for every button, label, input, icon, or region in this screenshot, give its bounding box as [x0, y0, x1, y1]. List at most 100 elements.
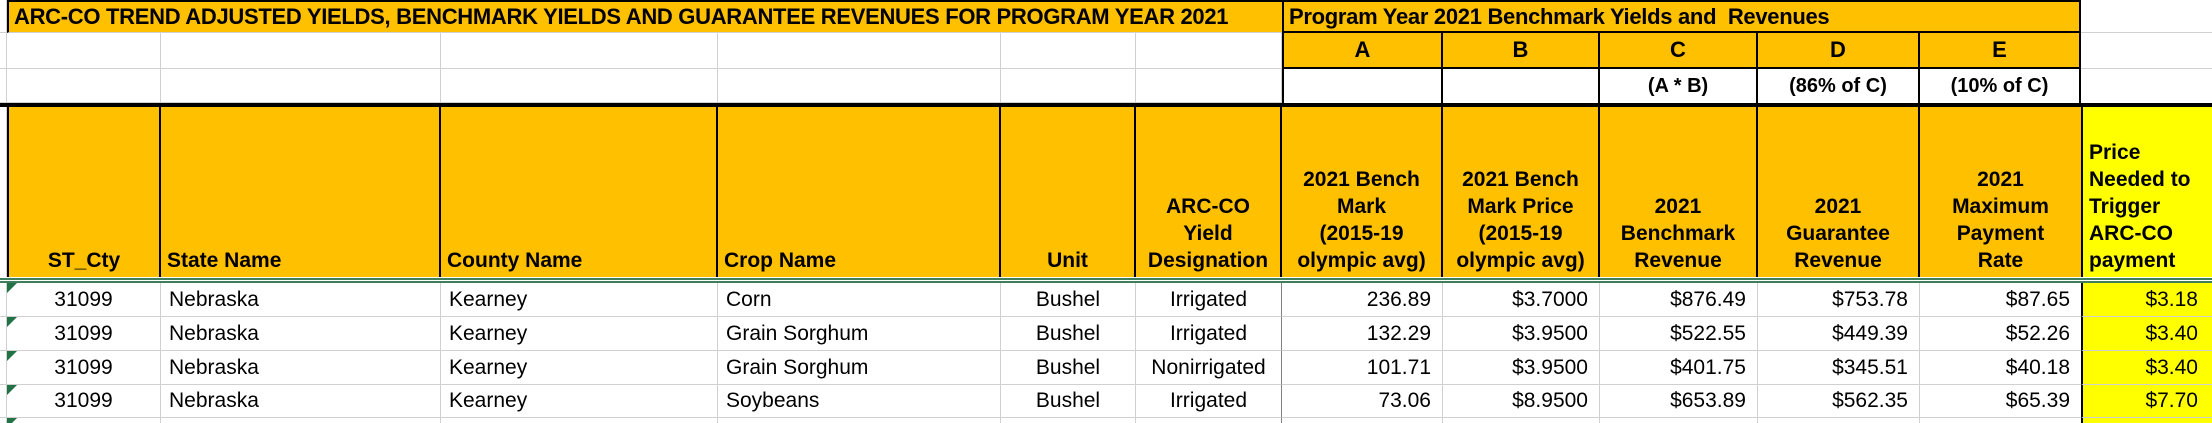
cell-benchmark-price[interactable]: $3.7000	[1443, 283, 1600, 317]
cell-guarantee-revenue[interactable]: $753.78	[1758, 283, 1920, 317]
cell-partial[interactable]	[1443, 418, 1600, 423]
formula-cell-b[interactable]	[1443, 69, 1600, 103]
cell-guarantee-revenue[interactable]: $449.39	[1758, 317, 1920, 351]
cell-crop-name[interactable]: Soybeans	[718, 385, 1001, 418]
corner-empty-cell[interactable]	[2081, 0, 2212, 33]
cell-partial[interactable]	[1136, 418, 1282, 423]
empty-cell[interactable]	[441, 69, 718, 103]
cell-price-needed[interactable]: $3.40	[2081, 317, 2212, 351]
cell-county-name[interactable]: Kearney	[441, 385, 718, 418]
title-main[interactable]: ARC-CO TREND ADJUSTED YIELDS, BENCHMARK …	[7, 0, 1282, 33]
cell-benchmark-revenue[interactable]: $876.49	[1600, 283, 1758, 317]
cell-price-needed[interactable]: $3.40	[2081, 351, 2212, 385]
cell-county-name[interactable]: Kearney	[441, 317, 718, 351]
cell-county-name[interactable]: Kearney	[441, 283, 718, 317]
cell-st-cty[interactable]: 31099	[7, 351, 161, 385]
header-county-name[interactable]: County Name	[441, 107, 718, 277]
cell-partial[interactable]	[1001, 418, 1136, 423]
cell-designation[interactable]: Irrigated	[1136, 385, 1282, 418]
formula-guarantee-revenue[interactable]: (86% of C)	[1758, 69, 1920, 103]
empty-cell[interactable]	[441, 33, 718, 69]
header-unit[interactable]: Unit	[1001, 107, 1136, 277]
cell-max-payment-rate[interactable]: $52.26	[1920, 317, 2081, 351]
empty-cell[interactable]	[1136, 33, 1282, 69]
cell-partial[interactable]	[1920, 418, 2081, 423]
cell-st-cty-partial[interactable]	[7, 418, 161, 423]
cell-state-name[interactable]: Nebraska	[161, 351, 441, 385]
empty-cell[interactable]	[718, 69, 1001, 103]
cell-unit[interactable]: Bushel	[1001, 385, 1136, 418]
cell-partial[interactable]	[718, 418, 1001, 423]
header-arc-co-yield-designation[interactable]: ARC-CO Yield Designation	[1136, 107, 1282, 277]
formula-max-payment[interactable]: (10% of C)	[1920, 69, 2081, 103]
cell-crop-name[interactable]: Grain Sorghum	[718, 351, 1001, 385]
cell-partial[interactable]	[161, 418, 441, 423]
cell-county-name[interactable]: Kearney	[441, 351, 718, 385]
cell-st-cty[interactable]: 31099	[7, 385, 161, 418]
empty-cell[interactable]	[7, 33, 161, 69]
cell-partial[interactable]	[441, 418, 718, 423]
cell-benchmark-price[interactable]: $8.9500	[1443, 385, 1600, 418]
column-letter-c[interactable]: C	[1600, 33, 1758, 69]
empty-cell[interactable]	[2081, 69, 2212, 103]
cell-partial[interactable]	[1758, 418, 1920, 423]
cell-max-payment-rate[interactable]: $40.18	[1920, 351, 2081, 385]
header-guarantee-revenue[interactable]: 2021 Guarantee Revenue	[1758, 107, 1920, 277]
empty-cell[interactable]	[2081, 33, 2212, 69]
header-st-cty[interactable]: ST_Cty	[7, 107, 161, 277]
empty-cell[interactable]	[1136, 69, 1282, 103]
cell-crop-name[interactable]: Corn	[718, 283, 1001, 317]
cell-price-needed[interactable]: $3.18	[2081, 283, 2212, 317]
cell-max-payment-rate[interactable]: $65.39	[1920, 385, 2081, 418]
cell-state-name[interactable]: Nebraska	[161, 317, 441, 351]
cell-benchmark-yield[interactable]: 101.71	[1282, 351, 1443, 385]
cell-guarantee-revenue[interactable]: $345.51	[1758, 351, 1920, 385]
cell-st-cty[interactable]: 31099	[7, 283, 161, 317]
empty-cell[interactable]	[161, 33, 441, 69]
cell-benchmark-revenue[interactable]: $401.75	[1600, 351, 1758, 385]
cell-partial[interactable]	[1282, 418, 1443, 423]
empty-cell[interactable]	[718, 33, 1001, 69]
cell-unit[interactable]: Bushel	[1001, 317, 1136, 351]
column-letter-d[interactable]: D	[1758, 33, 1920, 69]
cell-benchmark-revenue[interactable]: $653.89	[1600, 385, 1758, 418]
formula-cell-a[interactable]	[1282, 69, 1443, 103]
cell-benchmark-price[interactable]: $3.9500	[1443, 351, 1600, 385]
empty-cell[interactable]	[161, 69, 441, 103]
header-price-needed[interactable]: Price Needed to Trigger ARC-CO payment	[2081, 107, 2212, 277]
column-letter-a[interactable]: A	[1282, 33, 1443, 69]
cell-benchmark-yield[interactable]: 236.89	[1282, 283, 1443, 317]
empty-cell[interactable]	[7, 69, 161, 103]
cell-benchmark-price[interactable]: $3.9500	[1443, 317, 1600, 351]
header-crop-name[interactable]: Crop Name	[718, 107, 1001, 277]
cell-guarantee-revenue[interactable]: $562.35	[1758, 385, 1920, 418]
cell-state-name[interactable]: Nebraska	[161, 283, 441, 317]
cell-price-needed[interactable]: $7.70	[2081, 385, 2212, 418]
cell-benchmark-yield[interactable]: 73.06	[1282, 385, 1443, 418]
column-letter-e[interactable]: E	[1920, 33, 2081, 69]
cell-st-cty[interactable]: 31099	[7, 317, 161, 351]
cell-unit[interactable]: Bushel	[1001, 351, 1136, 385]
formula-benchmark-revenue[interactable]: (A * B)	[1600, 69, 1758, 103]
cell-price-needed-partial[interactable]	[2081, 418, 2212, 423]
title-benchmark-section[interactable]: Program Year 2021 Benchmark Yields and R…	[1282, 0, 2081, 33]
cell-designation[interactable]: Irrigated	[1136, 283, 1282, 317]
cell-benchmark-yield[interactable]: 132.29	[1282, 317, 1443, 351]
cell-partial[interactable]	[1600, 418, 1758, 423]
cell-designation[interactable]: Irrigated	[1136, 317, 1282, 351]
header-benchmark-revenue[interactable]: 2021 Benchmark Revenue	[1600, 107, 1758, 277]
cell-unit[interactable]: Bushel	[1001, 283, 1136, 317]
empty-cell[interactable]	[1001, 69, 1136, 103]
header-state-name[interactable]: State Name	[161, 107, 441, 277]
cell-max-payment-rate[interactable]: $87.65	[1920, 283, 2081, 317]
cell-designation[interactable]: Nonirrigated	[1136, 351, 1282, 385]
header-benchmark-price[interactable]: 2021 Bench Mark Price (2015-19 olympic a…	[1443, 107, 1600, 277]
cell-state-name[interactable]: Nebraska	[161, 385, 441, 418]
cell-benchmark-revenue[interactable]: $522.55	[1600, 317, 1758, 351]
header-benchmark-yield[interactable]: 2021 Bench Mark (2015-19 olympic avg)	[1282, 107, 1443, 277]
cell-crop-name[interactable]: Grain Sorghum	[718, 317, 1001, 351]
cell-value: 31099	[54, 389, 113, 412]
empty-cell[interactable]	[1001, 33, 1136, 69]
column-letter-b[interactable]: B	[1443, 33, 1600, 69]
header-max-payment-rate[interactable]: 2021 Maximum Payment Rate	[1920, 107, 2081, 277]
